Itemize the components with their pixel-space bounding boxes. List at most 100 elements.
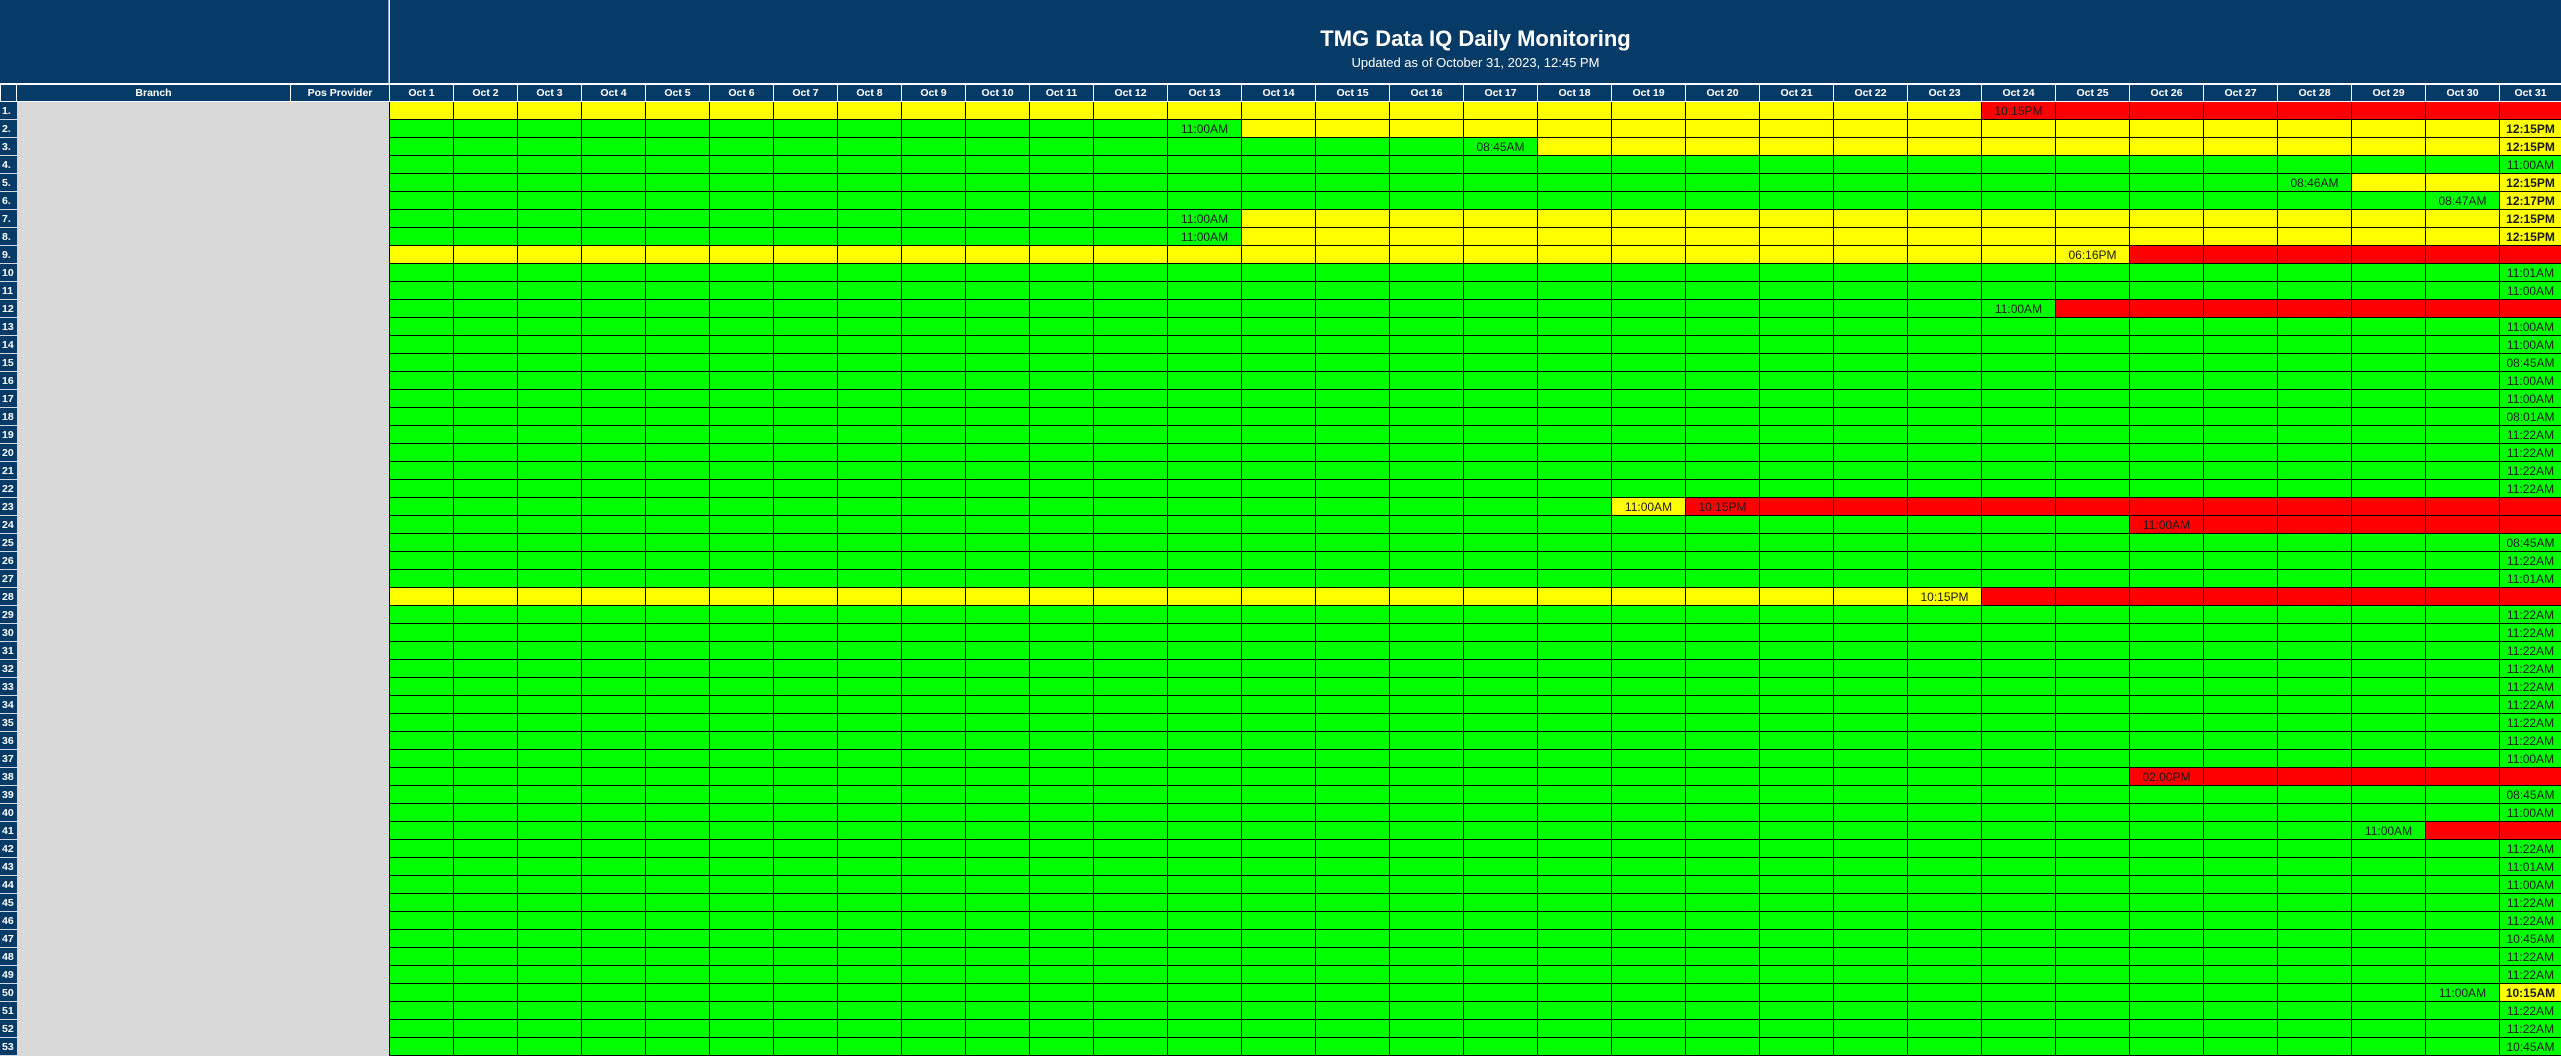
status-cell[interactable] bbox=[581, 371, 646, 390]
status-cell[interactable]: 10:15PM bbox=[1981, 101, 2056, 120]
status-cell[interactable] bbox=[517, 749, 582, 768]
status-cell[interactable] bbox=[773, 803, 838, 822]
status-cell[interactable] bbox=[1759, 1037, 1834, 1056]
status-cell[interactable] bbox=[837, 515, 902, 534]
status-cell[interactable] bbox=[2203, 353, 2278, 372]
status-cell[interactable] bbox=[581, 839, 646, 858]
status-cell[interactable] bbox=[517, 389, 582, 408]
status-cell[interactable] bbox=[2351, 605, 2426, 624]
status-cell[interactable] bbox=[1167, 965, 1242, 984]
column-header-day[interactable]: Oct 10 bbox=[965, 84, 1030, 102]
branch-cell[interactable] bbox=[16, 713, 291, 732]
status-cell[interactable] bbox=[1537, 623, 1612, 642]
status-cell[interactable] bbox=[1907, 695, 1982, 714]
status-cell[interactable] bbox=[1167, 839, 1242, 858]
status-cell[interactable] bbox=[901, 947, 966, 966]
status-cell[interactable] bbox=[1537, 965, 1612, 984]
pos-provider-cell[interactable] bbox=[290, 857, 390, 876]
status-cell[interactable] bbox=[1907, 335, 1982, 354]
status-cell[interactable] bbox=[837, 659, 902, 678]
status-cell[interactable] bbox=[517, 875, 582, 894]
status-cell[interactable] bbox=[2351, 983, 2426, 1002]
status-cell[interactable] bbox=[453, 137, 518, 156]
status-cell[interactable] bbox=[837, 767, 902, 786]
status-cell[interactable] bbox=[1029, 983, 1094, 1002]
pos-provider-cell[interactable] bbox=[290, 731, 390, 750]
status-cell[interactable] bbox=[1029, 641, 1094, 660]
status-cell[interactable] bbox=[2277, 659, 2352, 678]
status-cell[interactable] bbox=[1315, 929, 1390, 948]
status-cell[interactable] bbox=[965, 803, 1030, 822]
status-cell[interactable] bbox=[1241, 659, 1316, 678]
status-cell[interactable] bbox=[709, 353, 774, 372]
status-cell[interactable]: 10:15AM bbox=[2499, 983, 2561, 1002]
status-cell[interactable] bbox=[2277, 821, 2352, 840]
status-cell[interactable] bbox=[2425, 785, 2500, 804]
status-cell[interactable] bbox=[1685, 227, 1760, 246]
status-cell[interactable] bbox=[1241, 983, 1316, 1002]
status-cell[interactable] bbox=[1759, 299, 1834, 318]
status-cell[interactable] bbox=[581, 317, 646, 336]
status-cell[interactable] bbox=[2203, 569, 2278, 588]
status-cell[interactable] bbox=[1315, 335, 1390, 354]
status-cell[interactable] bbox=[2129, 209, 2204, 228]
status-cell[interactable] bbox=[1907, 911, 1982, 930]
branch-cell[interactable] bbox=[16, 371, 291, 390]
status-cell[interactable] bbox=[1029, 965, 1094, 984]
status-cell[interactable] bbox=[1907, 137, 1982, 156]
branch-cell[interactable] bbox=[16, 893, 291, 912]
status-cell[interactable] bbox=[1537, 479, 1612, 498]
status-cell[interactable] bbox=[1611, 731, 1686, 750]
status-cell[interactable] bbox=[773, 767, 838, 786]
row-number[interactable]: 3. bbox=[0, 137, 17, 156]
status-cell[interactable] bbox=[837, 497, 902, 516]
status-cell[interactable] bbox=[773, 965, 838, 984]
status-cell[interactable] bbox=[2055, 101, 2130, 120]
status-cell[interactable] bbox=[1685, 443, 1760, 462]
status-cell[interactable] bbox=[2055, 605, 2130, 624]
status-cell[interactable] bbox=[901, 425, 966, 444]
status-cell[interactable] bbox=[1685, 857, 1760, 876]
status-cell[interactable] bbox=[965, 1001, 1030, 1020]
status-cell[interactable] bbox=[1833, 137, 1908, 156]
status-cell[interactable] bbox=[1981, 623, 2056, 642]
status-cell[interactable] bbox=[1759, 335, 1834, 354]
status-cell[interactable]: 10:45AM bbox=[2499, 1037, 2561, 1056]
status-cell[interactable] bbox=[1685, 1019, 1760, 1038]
status-cell[interactable] bbox=[709, 407, 774, 426]
status-cell[interactable] bbox=[901, 893, 966, 912]
status-cell[interactable] bbox=[2055, 299, 2130, 318]
status-cell[interactable]: 11:22AM bbox=[2499, 965, 2561, 984]
status-cell[interactable] bbox=[709, 281, 774, 300]
column-header-day[interactable]: Oct 25 bbox=[2055, 84, 2130, 102]
status-cell[interactable] bbox=[1029, 839, 1094, 858]
status-cell[interactable] bbox=[1463, 281, 1538, 300]
row-number[interactable]: 5. bbox=[0, 173, 17, 192]
status-cell[interactable] bbox=[645, 137, 710, 156]
status-cell[interactable] bbox=[453, 155, 518, 174]
status-cell[interactable] bbox=[1833, 119, 1908, 138]
status-cell[interactable] bbox=[1389, 461, 1464, 480]
status-cell[interactable] bbox=[1981, 731, 2056, 750]
status-cell[interactable] bbox=[2055, 947, 2130, 966]
branch-cell[interactable] bbox=[16, 623, 291, 642]
status-cell[interactable] bbox=[1241, 515, 1316, 534]
status-cell[interactable] bbox=[901, 785, 966, 804]
status-cell[interactable] bbox=[1759, 227, 1834, 246]
status-cell[interactable] bbox=[1167, 659, 1242, 678]
status-cell[interactable] bbox=[1759, 479, 1834, 498]
status-cell[interactable] bbox=[1685, 893, 1760, 912]
status-cell[interactable] bbox=[2425, 263, 2500, 282]
status-cell[interactable] bbox=[1029, 623, 1094, 642]
status-cell[interactable] bbox=[2055, 119, 2130, 138]
status-cell[interactable] bbox=[1537, 461, 1612, 480]
status-cell[interactable] bbox=[1611, 767, 1686, 786]
pos-provider-cell[interactable] bbox=[290, 299, 390, 318]
status-cell[interactable] bbox=[773, 119, 838, 138]
status-cell[interactable] bbox=[1241, 893, 1316, 912]
status-cell[interactable] bbox=[965, 497, 1030, 516]
status-cell[interactable] bbox=[1241, 389, 1316, 408]
status-cell[interactable] bbox=[1833, 695, 1908, 714]
status-cell[interactable] bbox=[1315, 803, 1390, 822]
status-cell[interactable] bbox=[1241, 497, 1316, 516]
